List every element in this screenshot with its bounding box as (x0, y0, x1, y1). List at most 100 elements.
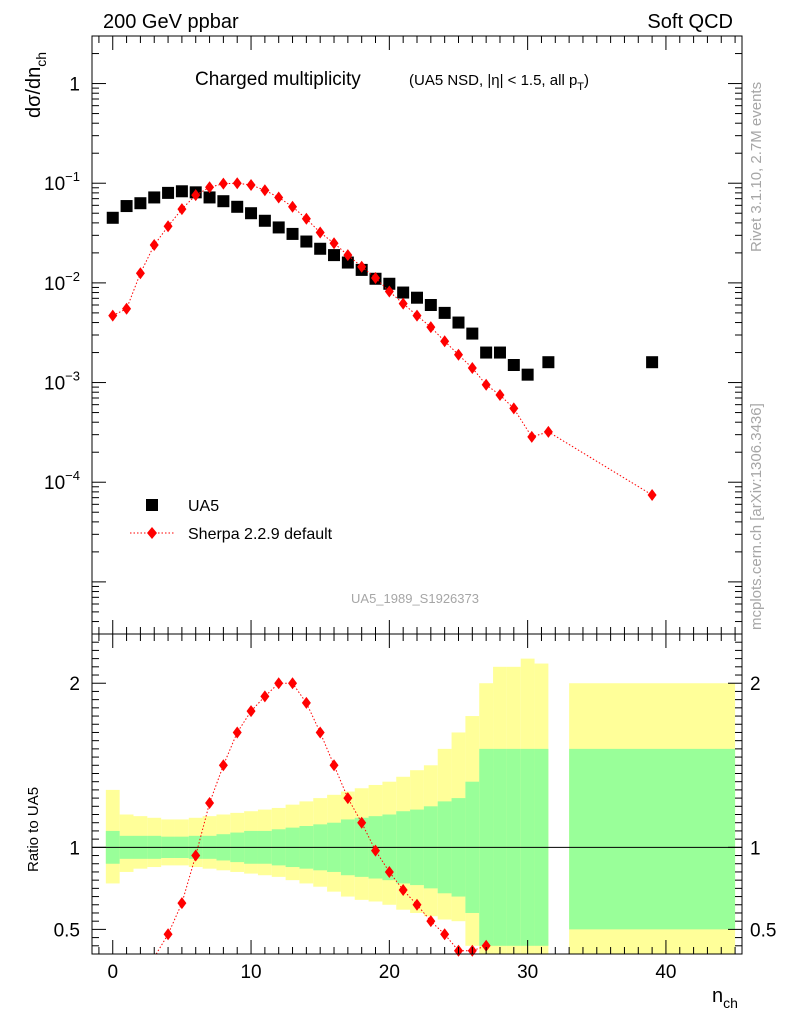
ratio-sherpa-point (426, 915, 436, 928)
ratio-sherpa-point (440, 928, 450, 941)
sherpa-data-point (149, 238, 159, 251)
sherpa-data-point (527, 430, 537, 443)
sherpa-data-point (647, 488, 657, 501)
sherpa-data-point (177, 203, 187, 216)
sherpa-data-point (398, 297, 408, 310)
sherpa-data-point (122, 302, 132, 315)
ratio-sherpa-point (357, 816, 367, 829)
legend-label-sherpa: Sherpa 2.2.9 default (188, 526, 333, 543)
ratio-sherpa-point (232, 726, 242, 739)
sherpa-line (112, 182, 653, 496)
ratio-y-label: Ratio to UA5 (25, 787, 42, 872)
x-axis-label: nch (712, 985, 738, 1011)
ratio-sherpa-point (163, 928, 173, 941)
ratio-x-axis: 0 10 20 30 40 (98, 634, 736, 983)
main-y-label: dσ/dnch (23, 52, 49, 118)
ratio-plot-area (155, 677, 491, 957)
ratio-sherpa-point (246, 705, 256, 718)
ua5-data-point (466, 327, 479, 340)
ua5-data-point (424, 298, 437, 311)
ua5-data-point (507, 359, 520, 372)
ua5-data-point (542, 356, 555, 369)
main-y-tick-label: 10−2 (44, 269, 80, 295)
main-panel: 1 10−1 10−2 10−3 10−4 Charged multiplicity (… (23, 35, 743, 635)
ua5-data-point (493, 346, 506, 359)
sherpa-data-point (205, 181, 215, 194)
main-y-tick-label: 1 (69, 75, 80, 96)
x-tick-label: 40 (655, 962, 676, 983)
main-plot-area (106, 177, 659, 501)
ua5-data-point (383, 277, 396, 290)
ua5-data-point (328, 249, 341, 262)
ratio-sherpa-point (398, 884, 408, 896)
ratio-sherpa-point (191, 849, 201, 862)
ua5-data-point (245, 207, 258, 220)
ratio-y-axis: 0.5 0.5 1 1 2 2 (54, 633, 776, 955)
ua5-data-point (231, 200, 244, 213)
process-label: Soft QCD (647, 11, 733, 33)
sherpa-data-point (481, 378, 491, 391)
ua5-data-point (120, 200, 133, 213)
sherpa-data-point (301, 212, 311, 225)
main-x-ticks (98, 36, 736, 634)
ua5-data-point (341, 256, 354, 269)
sherpa-data-point (329, 237, 339, 250)
main-y-tick-label: 10−4 (44, 468, 80, 494)
rivet-version-label: Rivet 3.1.10, 2.7M events (748, 82, 765, 252)
ratio-y-tick-label-right: 2 (750, 674, 761, 695)
sherpa-data-point (288, 200, 298, 213)
energy-label: 200 GeV ppbar (103, 11, 239, 33)
ua5-data-point (411, 291, 423, 304)
sherpa-data-point (467, 361, 477, 374)
ua5-data-point (258, 214, 271, 227)
sherpa-data-point (315, 226, 325, 239)
sherpa-data-point (343, 249, 353, 262)
ua5-data-point (646, 356, 659, 369)
sherpa-data-point (543, 425, 553, 438)
sherpa-data-point (163, 220, 173, 233)
ratio-sherpa-point (260, 690, 270, 703)
ratio-sherpa-point (371, 844, 381, 857)
ratio-sherpa-point (218, 759, 228, 772)
ratio-y-tick-label-right: 1 (750, 838, 761, 859)
ua5-data-point (480, 346, 493, 359)
sherpa-data-point (191, 189, 201, 202)
legend-marker-ua5 (146, 499, 158, 511)
uncertainty-band-inner (569, 748, 736, 930)
ratio-uncertainty-bands (105, 658, 736, 954)
ua5-data-point (314, 242, 327, 255)
sherpa-data-point (371, 271, 381, 284)
sherpa-data-point (384, 285, 394, 298)
ua5-data-point (272, 221, 285, 234)
ratio-sherpa-point (288, 677, 298, 690)
main-y-axis: 1 10−1 10−2 10−3 10−4 (44, 35, 742, 635)
ratio-sherpa-point (177, 897, 187, 910)
ua5-data-point (175, 185, 188, 198)
ua5-data-point (203, 191, 216, 204)
x-tick-label: 20 (379, 962, 400, 983)
ratio-sherpa-point (301, 696, 311, 709)
ua5-data-point (148, 191, 161, 204)
ua5-data-point (300, 235, 313, 248)
sherpa-data-point (218, 177, 228, 190)
ua5-data-point (397, 286, 410, 299)
sherpa-data-point (412, 309, 422, 322)
ratio-y-tick-label: 1 (69, 838, 80, 859)
ratio-sherpa-point (205, 797, 215, 810)
ua5-data-point (162, 186, 175, 199)
x-tick-label: 10 (240, 962, 261, 983)
ua5-data-point (452, 316, 465, 329)
sherpa-data-point (135, 267, 145, 280)
sherpa-data-point (357, 260, 367, 273)
ratio-y-tick-label-right: 0.5 (750, 920, 776, 941)
sherpa-data-point (246, 178, 256, 191)
sherpa-data-point (426, 321, 436, 334)
ratio-sherpa-point (384, 865, 394, 878)
ratio-y-tick-label: 2 (69, 674, 80, 695)
ratio-sherpa-point (315, 726, 325, 739)
sherpa-data-point (260, 184, 270, 197)
sherpa-data-point (495, 389, 505, 402)
ua5-data-point (438, 306, 451, 319)
chart-title: Charged multiplicity (195, 69, 361, 90)
